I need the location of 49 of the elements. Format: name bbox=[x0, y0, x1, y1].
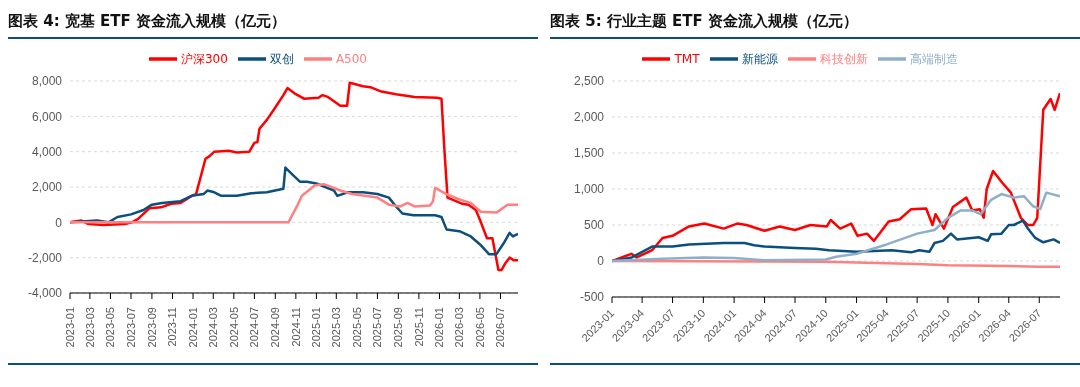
y-tick-label: 500 bbox=[583, 218, 605, 233]
x-tick-label: 2024-09 bbox=[269, 307, 282, 348]
x-tick-label: 2025-07 bbox=[371, 307, 384, 348]
y-tick-label: 1,500 bbox=[573, 146, 605, 161]
x-tick-label: 2025-11 bbox=[412, 307, 425, 347]
chart-title: 图表 5: 行业主题 ETF 资金流入规模（亿元） bbox=[550, 8, 1080, 39]
y-tick-label: -4,000 bbox=[27, 286, 63, 301]
legend-label: A500 bbox=[335, 51, 368, 66]
legend-label: 沪深300 bbox=[180, 51, 228, 66]
x-tick-label: 2023-05 bbox=[104, 307, 117, 348]
y-tick-label: 2,000 bbox=[31, 180, 63, 195]
x-tick-label: 2023-07 bbox=[125, 307, 138, 348]
y-tick-label: 1,000 bbox=[573, 182, 605, 197]
x-tick-label: 2025-03 bbox=[330, 307, 343, 348]
y-tick-label: 6,000 bbox=[31, 109, 63, 124]
y-tick-label: 2,500 bbox=[573, 74, 605, 89]
x-tick-label: 2026-03 bbox=[453, 307, 466, 348]
legend-label: 科技创新 bbox=[819, 51, 868, 66]
x-tick-label: 2026-01 bbox=[433, 307, 446, 348]
x-tick-label: 2024-05 bbox=[227, 307, 240, 348]
legend-label: 新能源 bbox=[741, 51, 778, 66]
x-tick-label: 2025-01 bbox=[310, 307, 323, 348]
y-tick-label: -500 bbox=[579, 290, 605, 305]
y-tick-label: -2,000 bbox=[27, 250, 63, 265]
x-tick-label: 2026-07 bbox=[494, 307, 507, 348]
legend-label: 高端制造 bbox=[909, 51, 958, 66]
x-tick-label: 2025-09 bbox=[392, 307, 405, 348]
y-tick-label: 0 bbox=[55, 215, 63, 230]
legend-label: TMT bbox=[674, 51, 700, 66]
x-tick-label: 2024-07 bbox=[248, 307, 261, 348]
line-series bbox=[612, 191, 1060, 263]
y-tick-label: 0 bbox=[597, 254, 605, 269]
x-tick-label: 2023-03 bbox=[83, 307, 96, 348]
x-tick-label: 2024-11 bbox=[289, 307, 302, 347]
x-tick-label: 2026-05 bbox=[473, 307, 486, 348]
x-tick-label: 2023-09 bbox=[145, 307, 158, 348]
y-tick-label: 4,000 bbox=[31, 144, 63, 159]
y-tick-label: 2,000 bbox=[573, 110, 605, 125]
line-series bbox=[612, 91, 1060, 263]
chart-title: 图表 4: 宽基 ETF 资金流入规模（亿元） bbox=[8, 8, 538, 39]
y-tick-label: 8,000 bbox=[31, 74, 63, 89]
line-series bbox=[612, 219, 1060, 263]
line-series bbox=[70, 183, 518, 224]
x-tick-label: 2025-05 bbox=[350, 307, 363, 348]
x-tick-label: 2023-11 bbox=[166, 307, 179, 347]
x-tick-label: 2024-01 bbox=[187, 307, 200, 348]
x-tick-label: 2024-03 bbox=[207, 307, 220, 348]
x-tick-label: 2023-01 bbox=[64, 307, 76, 348]
legend-label: 双创 bbox=[269, 51, 294, 66]
